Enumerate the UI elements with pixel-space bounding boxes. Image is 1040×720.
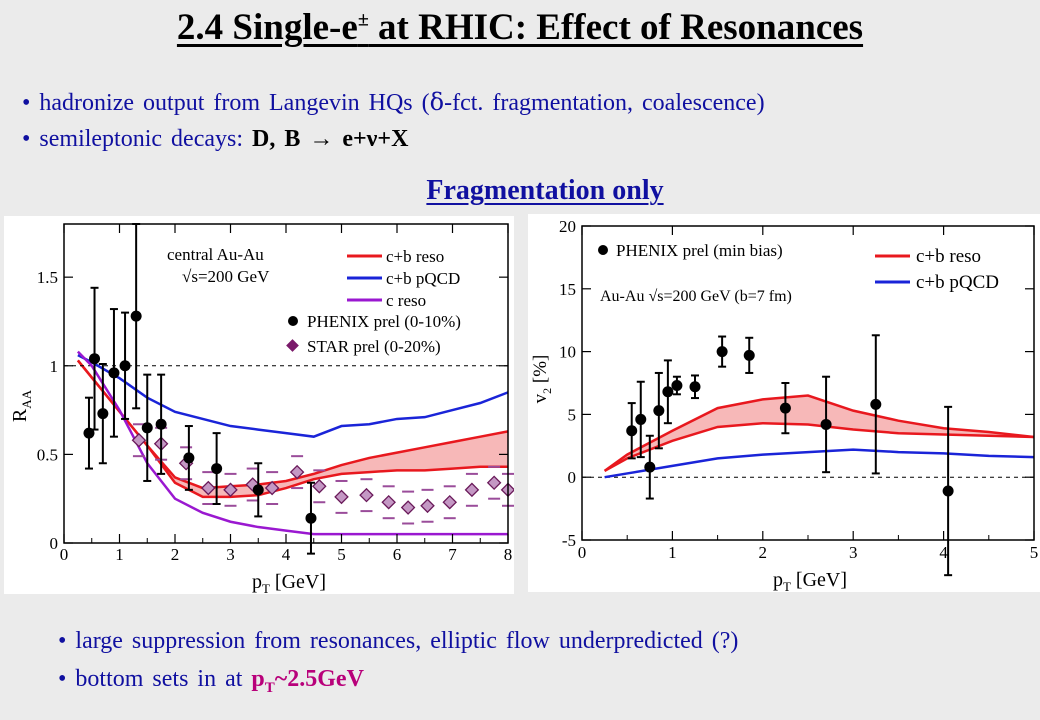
raa-y-label: RAA xyxy=(9,389,34,422)
raa-legend-cb-pqcd: c+b pQCD xyxy=(386,269,460,288)
raa-x-tick-label: 3 xyxy=(226,545,235,564)
raa-cb-reso-upper xyxy=(76,359,509,490)
v2-phenix-point xyxy=(942,485,954,497)
raa-star-point xyxy=(312,479,327,494)
raa-phenix-point xyxy=(155,418,167,430)
v2-y-tick-label: 5 xyxy=(568,405,577,424)
raa-legend-phenix: PHENIX prel (0-10%) xyxy=(307,312,461,331)
raa-star-point xyxy=(131,432,147,448)
v2-x-tick-label: 4 xyxy=(939,543,948,562)
v2-y-tick-label: 20 xyxy=(559,217,576,236)
v2-phenix-point xyxy=(626,425,638,437)
raa-phenix-point xyxy=(108,367,120,379)
v2-phenix-point xyxy=(716,346,728,358)
v2-phenix-point xyxy=(820,418,832,430)
raa-x-tick-label: 1 xyxy=(115,545,124,564)
v2-x-tick-label: 1 xyxy=(668,543,677,562)
v2-phenix-point xyxy=(653,405,665,417)
v2-x-label: pT [GeV] xyxy=(773,569,847,592)
raa-phenix-point xyxy=(305,512,317,524)
v2-y-tick-label: 0 xyxy=(568,468,577,487)
raa-phenix-point xyxy=(119,360,131,372)
v2-phenix-point xyxy=(779,402,791,414)
v2-phenix-point xyxy=(743,349,755,361)
v2-line-c-b-pqcd xyxy=(604,448,1035,479)
raa-x-tick-label: 0 xyxy=(60,545,69,564)
raa-star-point xyxy=(201,480,216,496)
raa-y-tick-label: 0 xyxy=(50,534,59,553)
raa-y-tick-label: 0.5 xyxy=(37,445,58,464)
bullet-suppression: • large suppression from resonances, ell… xyxy=(58,628,739,654)
v2-phenix-point xyxy=(671,380,683,392)
raa-legend-star: STAR prel (0-20%) xyxy=(307,337,441,356)
v2-band-fill xyxy=(604,395,1034,471)
raa-legend-cb-reso: c+b reso xyxy=(386,247,444,266)
raa-star-point xyxy=(420,498,435,514)
raa-y-tick-label: 1 xyxy=(50,357,59,376)
raa-chart: 0 1 2 3 4 5 6 7 8 0 0.5 1 1.5 central Au-Au √s=200 G… xyxy=(4,216,514,594)
v2-x-tick-label: 5 xyxy=(1030,543,1039,562)
slide-title: 2.4 Single-e± at RHIC: Effect of Resonan… xyxy=(176,7,864,48)
v2-annotation: Au-Au √s=200 GeV (b=7 fm) xyxy=(600,288,792,305)
raa-phenix-point xyxy=(211,463,223,475)
raa-x-label: pT [GeV] xyxy=(252,571,326,594)
raa-cb-reso-lower xyxy=(76,359,508,499)
raa-x-tick-label: 7 xyxy=(448,545,457,564)
raa-star-point xyxy=(486,475,502,491)
raa-phenix-point xyxy=(89,353,101,365)
v2-legend-cb-pqcd: c+b pQCD xyxy=(916,272,999,293)
raa-annotation-2: √s=200 GeV xyxy=(182,267,270,286)
svg-text:RAA: RAA xyxy=(9,389,34,422)
raa-band-fill xyxy=(77,360,508,497)
bullet-bottom-onset: • bottom sets in at pT~2.5GeV xyxy=(58,666,364,696)
v2-y-tick-label: 10 xyxy=(559,343,576,362)
raa-star-point xyxy=(334,489,349,505)
raa-star-point xyxy=(223,482,238,498)
v2-x-tick-label: 3 xyxy=(849,543,858,562)
v2-phenix-point xyxy=(870,398,882,410)
raa-star-point xyxy=(400,500,416,515)
v2-phenix-point xyxy=(635,413,647,425)
raa-star-point xyxy=(359,487,374,503)
raa-y-tick-label: 1.5 xyxy=(37,268,58,287)
raa-x-tick-label: 5 xyxy=(337,545,346,564)
v2-y-tick-label: -5 xyxy=(562,531,576,550)
raa-star-point xyxy=(442,494,458,510)
bullet-semileptonic: • semileptonic decays: D, B → e+ν+X xyxy=(22,126,409,152)
v2-y-tick-label: 15 xyxy=(559,280,576,299)
bullets-bottom: • large suppression from resonances, ell… xyxy=(58,622,738,707)
v2-cb-reso-upper xyxy=(603,394,1035,472)
raa-annotation-1: central Au-Au xyxy=(167,245,264,264)
raa-star-point xyxy=(464,482,480,498)
raa-x-tick-label: 2 xyxy=(171,545,180,564)
v2-phenix-point xyxy=(644,461,656,473)
raa-star-point xyxy=(264,480,280,496)
raa-x-tick-label: 6 xyxy=(393,545,402,564)
bullets-top: • hadronize output from Langevin HQs (δ-… xyxy=(22,84,765,157)
v2-legend-cb-reso: c+b reso xyxy=(916,246,981,267)
v2-cb-reso-lower xyxy=(603,421,1035,473)
raa-phenix-point xyxy=(141,422,153,434)
v2-phenix-point xyxy=(662,386,674,398)
raa-line-c-b-pqcd xyxy=(77,354,509,438)
v2-legend-phenix: PHENIX prel (min bias) xyxy=(616,241,783,260)
raa-x-tick-label: 4 xyxy=(282,545,291,564)
raa-phenix-point xyxy=(183,452,195,464)
v2-x-tick-label: 2 xyxy=(759,543,768,562)
v2-x-tick-label: 0 xyxy=(578,543,587,562)
raa-phenix-point xyxy=(130,310,142,322)
raa-phenix-point xyxy=(252,484,264,496)
raa-x-tick-label: 8 xyxy=(504,545,513,564)
bullet-hadronize: • hadronize output from Langevin HQs (δ-… xyxy=(22,88,765,116)
raa-star-point xyxy=(381,494,396,510)
raa-legend-c-reso: c reso xyxy=(386,291,426,310)
raa-phenix-point xyxy=(97,408,109,420)
section-subtitle: Fragmentation only xyxy=(426,175,664,206)
v2-phenix-point xyxy=(689,381,701,393)
v2-y-label: v2 [%] xyxy=(530,355,554,404)
raa-star-point xyxy=(289,464,305,480)
svg-text:v2 [%]: v2 [%] xyxy=(530,355,554,404)
